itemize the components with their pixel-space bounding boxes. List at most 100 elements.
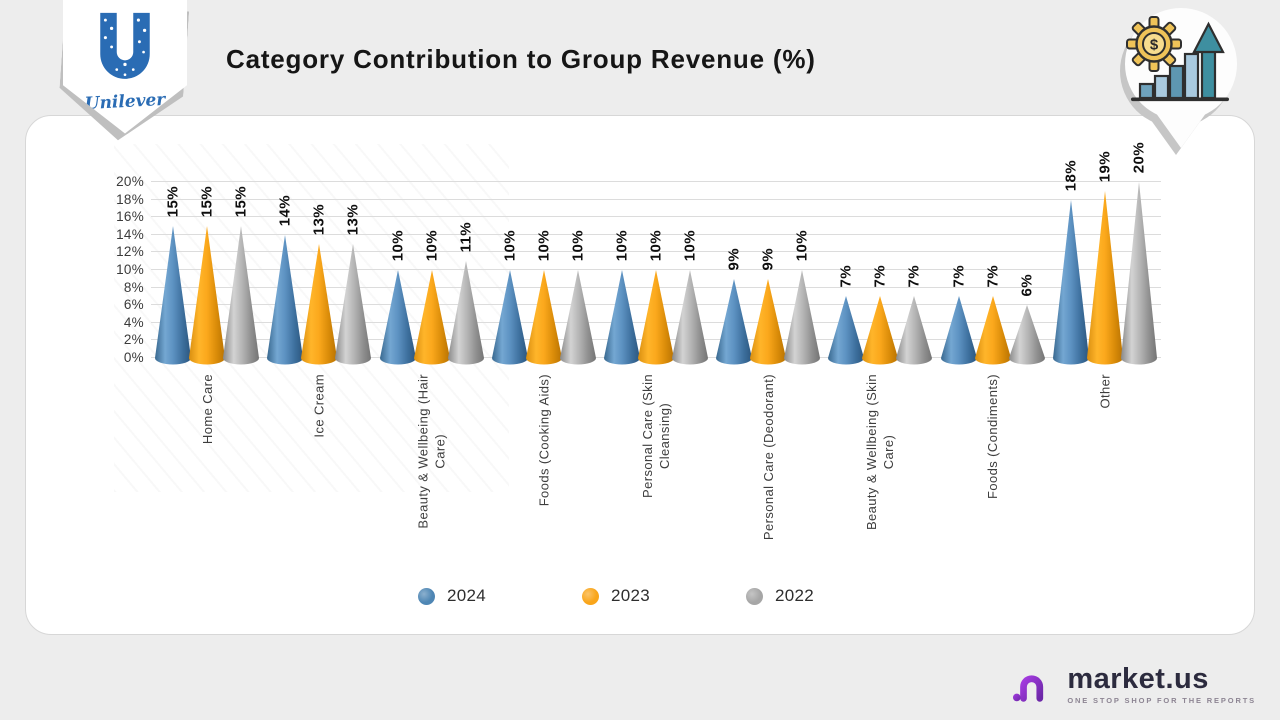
gridline [151,181,1161,182]
cone-2023: 7% [862,265,899,365]
cone-2023: 10% [413,230,450,365]
legend-label: 2022 [775,586,815,605]
y-tick-label: 2% [123,332,144,348]
category-column: Beauty & Wellbeing (Skin Care) [824,368,936,580]
value-label: 10% [423,229,441,261]
cone-2023: 15% [189,186,226,365]
category-label: Personal Care (Skin Cleansing) [639,374,672,498]
page-title: Category Contribution to Group Revenue (… [226,44,816,74]
category-axis: Home Care Ice Cream Beauty & Wellbeing (Ha… [151,368,1161,580]
value-label: 7% [905,264,923,287]
value-label: 18% [1062,159,1080,191]
cone-2023: 10% [637,230,674,365]
legend-swatch [417,587,435,605]
market-us-wordmark: market.us [1067,663,1209,696]
y-tick-label: 6% [123,297,144,313]
category-label: Foods (Condiments) [985,374,1001,499]
bar-group: 15% 15% 15% [151,186,263,365]
cone-2022: 15% [223,186,260,365]
finance-growth-icon: $ [1118,4,1244,162]
cone-2022: 11% [447,222,484,365]
category-column: Personal Care (Skin Cleansing) [600,368,712,580]
category-label: Other [1097,374,1113,409]
value-label: 10% [389,229,407,261]
value-label: 19% [1096,150,1114,182]
y-tick-label: 4% [123,314,144,330]
category-column: Beauty & Wellbeing (Hair Care) [375,368,487,580]
gridline [151,233,1161,235]
category-label: Foods (Cooking Aids) [536,374,552,507]
category-column: Foods (Cooking Aids) [488,368,600,580]
unilever-badge: Unilever [63,0,187,142]
bar-group: 7% 7% 6% [937,265,1049,365]
y-tick-label: 8% [123,279,144,295]
category-column: Home Care [151,368,263,580]
bar-group: 18% 19% 20% [1049,142,1161,365]
market-us-logo: market.us ONE STOP SHOP FOR THE REPORTS [1012,662,1256,708]
cone-2022: 10% [784,230,821,365]
value-label: 9% [759,247,777,270]
cone-2024: 10% [491,230,528,365]
cone-2022: 13% [335,204,372,365]
category-column: Personal Care (Deodorant) [712,368,824,580]
value-label: 7% [871,264,889,287]
gridline [151,216,1161,218]
category-label: Home Care [199,374,215,445]
value-label: 7% [984,264,1002,287]
bar-group: 10% 10% 10% [488,230,600,365]
value-label: 10% [647,229,665,261]
market-us-icon [1013,672,1059,702]
value-label: 10% [793,229,811,261]
legend-label: 2023 [610,586,651,605]
value-label: 15% [198,185,216,217]
cone-2024: 9% [716,248,753,365]
cone-2023: 13% [301,204,338,365]
category-label: Beauty & Wellbeing (Hair Care) [415,374,448,529]
category-label: Personal Care (Deodorant) [760,374,776,541]
gridline [151,251,1161,253]
value-label: 15% [232,185,250,217]
unilever-badge-face: Unilever [63,0,187,134]
value-label: 9% [725,247,743,270]
cone-2023: 19% [1086,151,1123,365]
bar-group: 7% 7% 7% [824,265,936,365]
finance-growth-illustration: $ [1120,8,1237,155]
cone-2022: 6% [1008,274,1045,365]
unilever-logo-u-icon [100,12,150,79]
cone-2023: 10% [525,230,562,365]
dollar-icon: $ [1150,37,1159,54]
value-label: 10% [501,229,519,261]
value-label: 13% [310,203,328,235]
category-label: Beauty & Wellbeing (Skin Care) [864,374,897,531]
cone-2024: 7% [940,265,977,365]
legend-swatch [581,587,599,605]
cone-2024: 7% [828,265,865,365]
value-label: 7% [950,264,968,287]
value-label: 6% [1018,273,1036,296]
chart-card: 0% 2% 4% 6% 8% 10% 12% 14% 16% 18% 20% 15% 15% 15% 14… [25,115,1255,635]
cone-2023: 9% [750,248,787,365]
value-label: 13% [344,203,362,235]
value-label: 7% [837,264,855,287]
y-tick-label: 10% [116,262,144,277]
legend-label: 2024 [446,586,486,605]
legend-item-2022: 2022 [746,586,814,606]
cone-2022: 10% [671,230,708,365]
bar-group: 14% 13% 13% [263,195,375,365]
cone-2024: 14% [267,195,304,365]
cone-2023: 7% [974,265,1011,365]
value-label: 15% [164,185,182,217]
y-tick-label: 16% [116,209,144,225]
category-column: Ice Cream [263,368,375,580]
value-label: 11% [457,221,475,252]
legend-swatch [746,587,764,605]
y-tick-label: 18% [116,191,144,207]
category-column: Other [1049,368,1161,580]
value-label: 10% [681,229,699,261]
cone-2024: 10% [603,230,640,365]
gridline [151,198,1161,200]
value-label: 14% [276,194,294,226]
y-tick-label: 14% [116,226,144,242]
category-column: Foods (Condiments) [937,368,1049,580]
